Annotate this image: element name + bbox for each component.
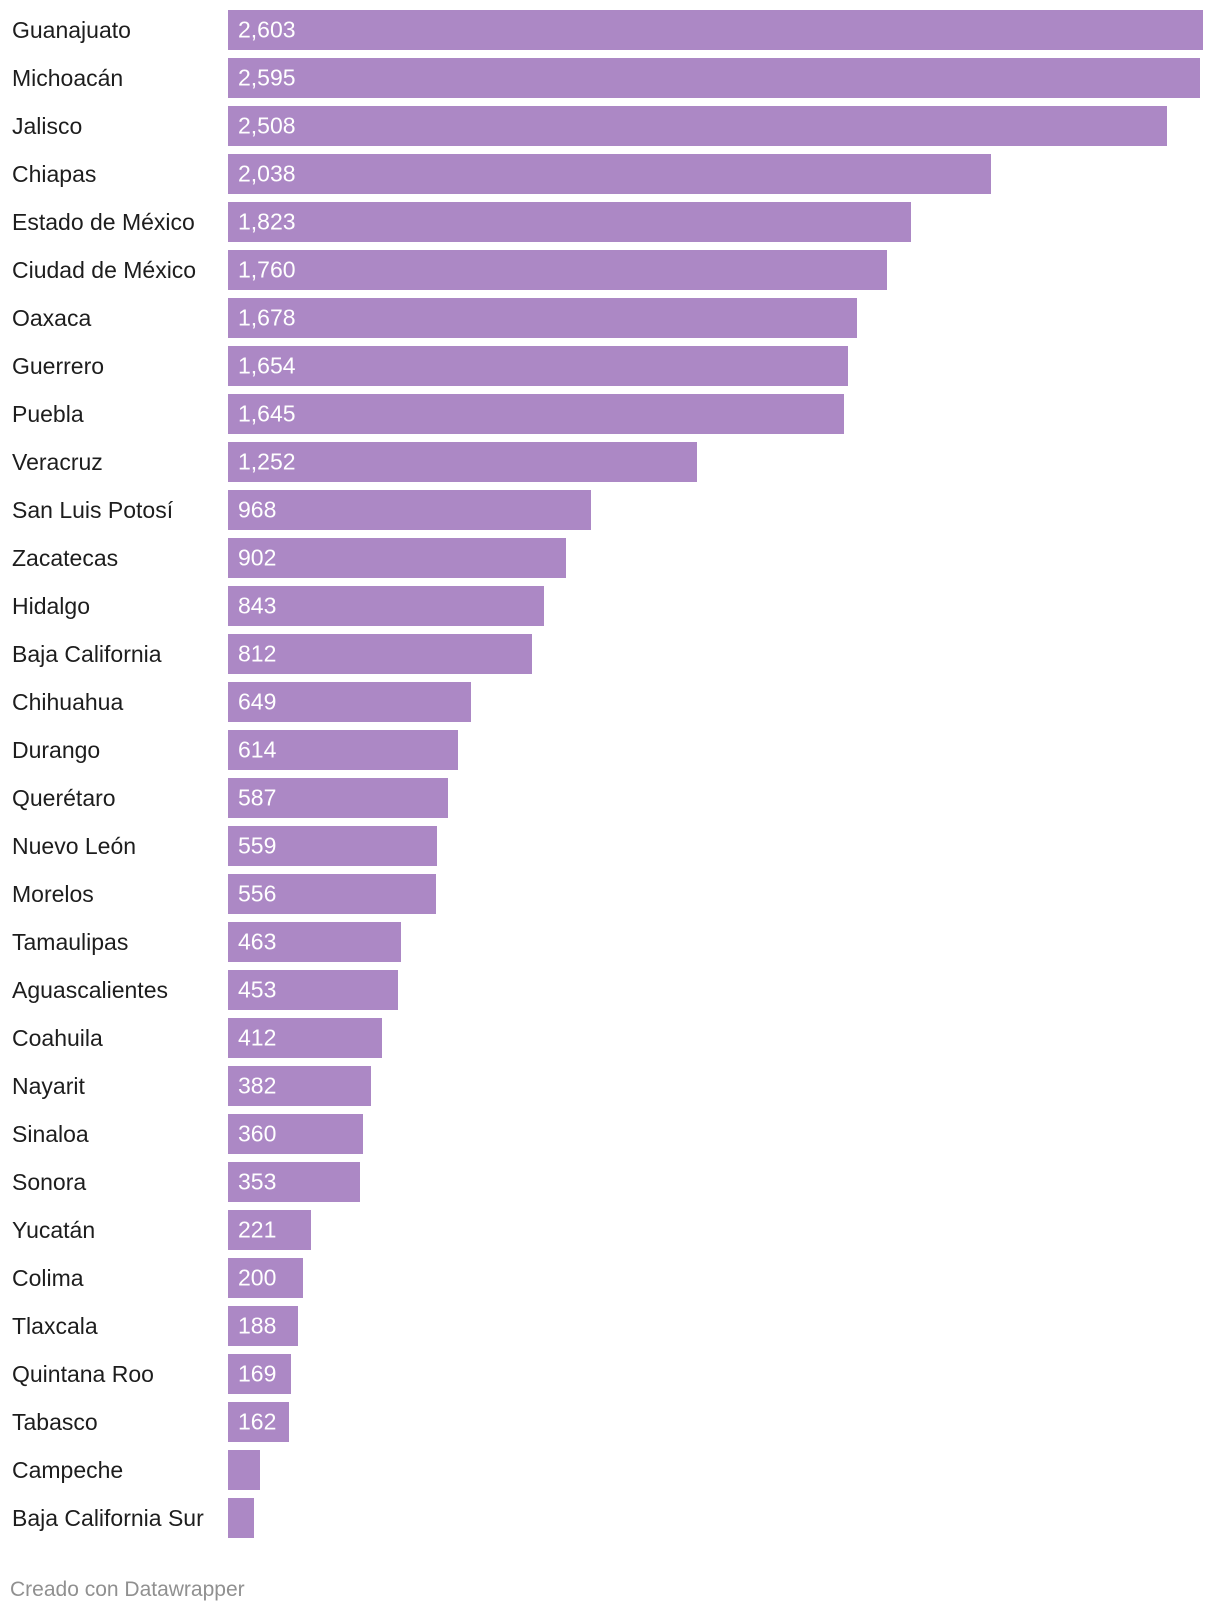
category-label: Guanajuato <box>12 17 131 43</box>
category-label: San Luis Potosí <box>12 497 174 523</box>
category-label: Veracruz <box>12 449 103 475</box>
category-label: Puebla <box>12 401 84 427</box>
bar: 1,678 <box>228 298 857 338</box>
bar: 200 <box>228 1258 303 1298</box>
bar-chart: Guanajuato 2,603 Michoacán 2,595 Jalisco 2,50… <box>12 10 1203 1538</box>
bar: 1,252 <box>228 442 697 482</box>
bar-value-label: 169 <box>238 1360 277 1387</box>
bar-value-label: 902 <box>238 544 277 571</box>
bar: 221 <box>228 1210 311 1250</box>
bar-value-label: 221 <box>238 1216 277 1243</box>
category-label: Querétaro <box>12 785 116 811</box>
bar: 559 <box>228 826 437 866</box>
category-label: Coahuila <box>12 1025 103 1051</box>
category-label: Chiapas <box>12 161 97 187</box>
bar-value-label: 1,760 <box>238 256 296 283</box>
category-label: Zacatecas <box>12 545 119 571</box>
bar-value-label: 360 <box>238 1120 277 1147</box>
bar-value-label: 453 <box>238 976 277 1003</box>
category-label: Ciudad de México <box>12 257 197 283</box>
bar-value-label: 559 <box>238 832 277 859</box>
bar: 843 <box>228 586 544 626</box>
bar: 2,603 <box>228 10 1203 50</box>
category-label: Baja California <box>12 641 162 667</box>
bar: 382 <box>228 1066 371 1106</box>
bar-value-label: 1,252 <box>238 448 296 475</box>
bar-value-label: 2,595 <box>238 64 296 91</box>
category-label: Colima <box>12 1265 84 1291</box>
bar-value-label: 1,823 <box>238 208 296 235</box>
category-label: Nayarit <box>12 1073 85 1099</box>
datawrapper-credit: Creado con Datawrapper <box>10 1578 245 1601</box>
bar-value-label: 587 <box>238 784 277 811</box>
category-label: Michoacán <box>12 65 124 91</box>
bar-value-label: 1,654 <box>238 352 296 379</box>
bar: 1,760 <box>228 250 887 290</box>
category-label: Tamaulipas <box>12 929 129 955</box>
bar-value-label: 353 <box>238 1168 277 1195</box>
bar-value-label: 188 <box>238 1312 277 1339</box>
bar-value-label: 968 <box>238 496 277 523</box>
category-label: Baja California Sur <box>12 1505 204 1531</box>
bar-value-label: 2,603 <box>238 16 296 43</box>
bar: 587 <box>228 778 448 818</box>
bar-value-label: 812 <box>238 640 277 667</box>
bar: 902 <box>228 538 566 578</box>
bar-value-label: 412 <box>238 1024 277 1051</box>
bar-value-label: 1,678 <box>238 304 296 331</box>
bar-value-label: 382 <box>238 1072 277 1099</box>
bar: 463 <box>228 922 401 962</box>
category-label: Jalisco <box>12 113 83 139</box>
bar-value-label: 162 <box>238 1408 277 1435</box>
category-label: Sonora <box>12 1169 87 1195</box>
bar: 614 <box>228 730 458 770</box>
bar-value-label: 200 <box>238 1264 277 1291</box>
category-label: Quintana Roo <box>12 1361 154 1387</box>
category-label: Oaxaca <box>12 305 92 331</box>
bar: 169 <box>228 1354 291 1394</box>
bar: 162 <box>228 1402 289 1442</box>
category-label: Nuevo León <box>12 833 137 859</box>
category-label: Estado de México <box>12 209 195 235</box>
category-label: Campeche <box>12 1457 124 1483</box>
bar: 1,823 <box>228 202 911 242</box>
bar: 2,595 <box>228 58 1200 98</box>
bar: 1,654 <box>228 346 848 386</box>
bar: 2,508 <box>228 106 1167 146</box>
bar: 649 <box>228 682 471 722</box>
bar-value-label: 2,038 <box>238 160 296 187</box>
bar: 360 <box>228 1114 363 1154</box>
bar: 2,038 <box>228 154 991 194</box>
bar-value-label: 2,508 <box>238 112 296 139</box>
category-label: Chihuahua <box>12 689 124 715</box>
category-label: Guerrero <box>12 353 105 379</box>
bar-value-label: 649 <box>238 688 277 715</box>
bar-value-label: 556 <box>238 880 277 907</box>
category-label: Morelos <box>12 881 94 907</box>
bar-value-label: 843 <box>238 592 277 619</box>
bar-value-label: 1,645 <box>238 400 296 427</box>
category-label: Hidalgo <box>12 593 90 619</box>
category-label: Yucatán <box>12 1217 96 1243</box>
bar: 353 <box>228 1162 360 1202</box>
bar-value-label: 614 <box>238 736 277 763</box>
bar: 453 <box>228 970 398 1010</box>
bar: 968 <box>228 490 591 530</box>
bar-value-label: 463 <box>238 928 277 955</box>
bar <box>228 1498 254 1538</box>
category-label: Aguascalientes <box>12 977 168 1003</box>
bar: 188 <box>228 1306 298 1346</box>
category-label: Sinaloa <box>12 1121 89 1147</box>
category-label: Tabasco <box>12 1409 98 1435</box>
category-label: Durango <box>12 737 101 763</box>
bar <box>228 1450 260 1490</box>
bar: 412 <box>228 1018 382 1058</box>
bar: 1,645 <box>228 394 844 434</box>
category-label: Tlaxcala <box>12 1313 98 1339</box>
bar: 812 <box>228 634 532 674</box>
bar: 556 <box>228 874 436 914</box>
